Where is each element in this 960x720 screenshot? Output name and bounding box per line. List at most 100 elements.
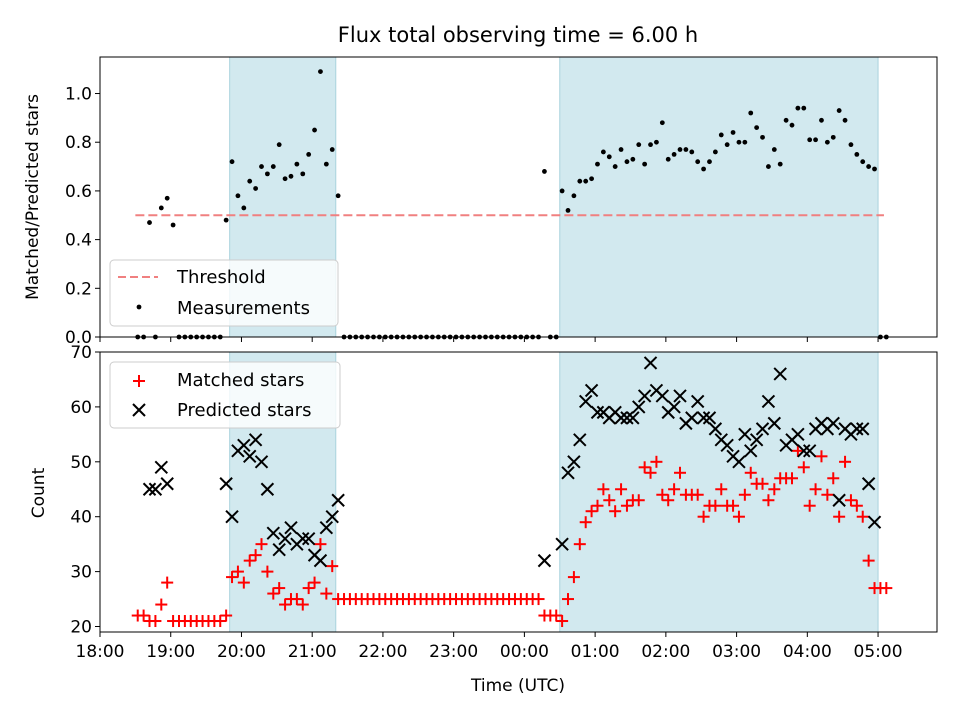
measurement-point (589, 176, 594, 182)
measurement-point (830, 134, 836, 140)
measurement-point (860, 159, 866, 165)
predicted-star-point (685, 411, 699, 425)
x-tick-label: 18:00 (76, 642, 125, 662)
measurement-point (571, 193, 577, 199)
predicted-star-point (237, 438, 251, 453)
measurement-point (612, 164, 618, 169)
top-panel: Flux total observing time = 6.00 h Match… (23, 23, 938, 348)
top-axis-ticks: 0.0 0.2 0.4 0.6 0.8 1.0 (65, 85, 879, 348)
matched-star-point (137, 609, 150, 622)
predicted-star-point (696, 411, 711, 425)
measurement-point (158, 205, 164, 211)
matched-star-point (226, 571, 239, 584)
predicted-star-point (278, 531, 292, 546)
predicted-star-point (590, 405, 605, 420)
measurement-point (807, 137, 813, 143)
measurement-point (270, 164, 276, 169)
x-axis-label: Time (UTC) (470, 676, 565, 696)
measurement-point (235, 193, 241, 199)
matched-star-point (591, 499, 604, 512)
matched-star-point (662, 494, 675, 507)
chart-title: Flux total observing time = 6.00 h (338, 23, 698, 47)
measurement-point (559, 188, 565, 194)
predicted-star-point (826, 416, 840, 431)
measurement-point (294, 161, 300, 167)
predicted-star-point (702, 411, 717, 425)
matched-star-point (290, 593, 303, 606)
measurement-point (253, 186, 259, 191)
predicted-star-point (626, 411, 640, 425)
measurement-point (795, 105, 801, 111)
measurement-point (259, 164, 264, 169)
predicted-star-point (667, 400, 681, 414)
predicted-star-point (325, 509, 339, 524)
matched-star-point (573, 538, 586, 551)
matched-star-point (638, 461, 651, 474)
measurement-point (777, 161, 783, 167)
predicted-star-point (243, 449, 257, 464)
measurement-point (801, 105, 807, 111)
matched-star-point (803, 499, 816, 512)
measurement-point (306, 151, 312, 157)
bottom-legend: Matched stars Predicted stars (109, 361, 341, 429)
x-tick-label: 21:00 (288, 642, 337, 662)
y-tick-label: 40 (70, 508, 92, 528)
predicted-star-point (832, 493, 846, 507)
predicted-star-point (614, 411, 628, 425)
y-tick-label: 0.2 (65, 279, 92, 299)
legend-matched-label: Matched stars (177, 370, 304, 391)
predicted-star-point (266, 526, 281, 540)
matched-star-point (302, 582, 315, 595)
y-tick-label: 1.0 (65, 85, 92, 105)
measurement-point (170, 222, 176, 228)
predicted-star-point (313, 553, 328, 568)
measurement-point (813, 137, 818, 143)
predicted-star-point (260, 482, 275, 496)
predicted-star-point (673, 389, 687, 403)
matched-star-point (827, 472, 840, 485)
shaded-interval-1 (559, 351, 879, 633)
matched-star-point (261, 565, 274, 578)
predicted-star-point (301, 531, 316, 546)
predicted-star-point (154, 460, 169, 475)
matched-star-point (709, 499, 722, 512)
matched-star-point (532, 593, 545, 606)
predicted-star-point (744, 444, 758, 458)
matched-star-point (585, 505, 598, 518)
matched-star-point (308, 576, 321, 589)
predicted-star-point (537, 553, 552, 568)
measurement-point (300, 171, 306, 177)
predicted-star-point (802, 444, 817, 458)
measurement-point (683, 147, 689, 152)
measurement-point (754, 125, 760, 131)
predicted-star-point (219, 477, 233, 491)
measurement-point (636, 142, 642, 148)
x-tick-label: 00:00 (500, 642, 549, 662)
measurement-point (147, 220, 152, 225)
y-tick-label: 0.6 (65, 182, 92, 202)
predicted-star-point (867, 515, 882, 529)
matched-star-point (556, 615, 569, 628)
matched-star-point (762, 494, 775, 507)
predicted-star-point (690, 394, 705, 409)
measurement-point (318, 69, 323, 75)
predicted-star-point (160, 477, 174, 491)
matched-star-point (320, 587, 333, 600)
matched-star-point (155, 598, 168, 611)
predicted-star-point (331, 493, 345, 507)
predicted-star-point (773, 367, 787, 381)
matched-star-point (839, 455, 852, 468)
predicted-star-point (272, 542, 286, 557)
matched-star-point (249, 549, 262, 562)
predicted-star-point (749, 433, 764, 447)
measurement-point (771, 147, 777, 152)
predicted-star-point (148, 482, 163, 496)
matched-star-point (149, 615, 162, 628)
matched-star-point (562, 593, 575, 606)
matched-star-point (809, 483, 822, 496)
measurement-point (760, 134, 765, 140)
matched-star-point (691, 488, 704, 501)
measurement-point (854, 151, 860, 157)
predicted-star-point (861, 477, 876, 491)
